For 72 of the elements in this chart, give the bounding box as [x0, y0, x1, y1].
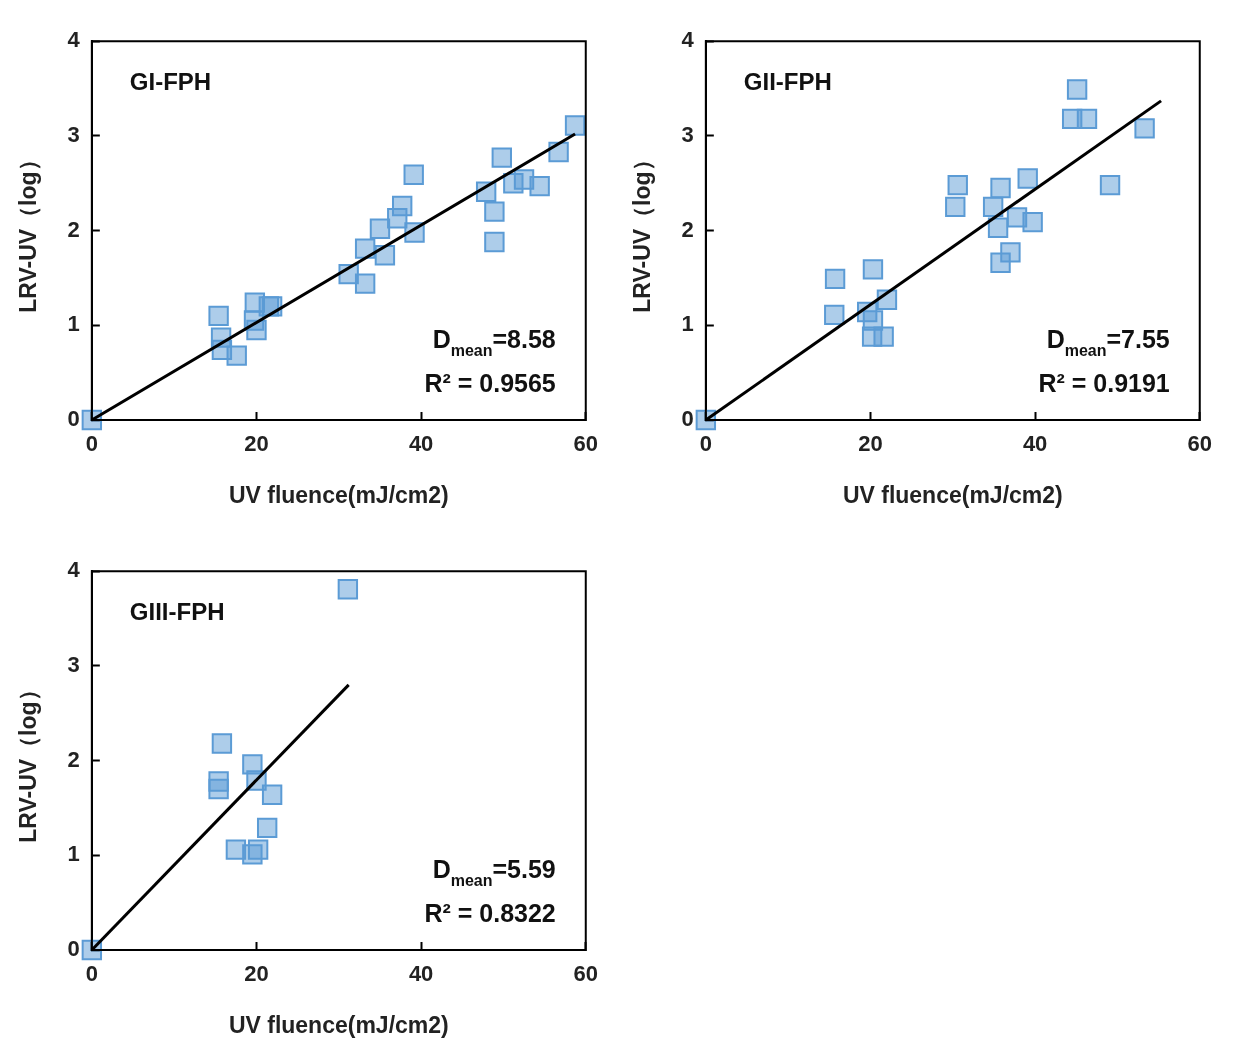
point [990, 177, 1011, 199]
text: GI-FPH [129, 67, 212, 95]
point [824, 268, 846, 290]
point [1022, 211, 1043, 233]
x-tick-label: 60 [573, 431, 599, 457]
y-tick-label: 3 [67, 651, 80, 677]
y-tick-label: 2 [67, 746, 80, 772]
x-tick-label: 20 [244, 431, 269, 457]
y-axis-title: LRV-UV（log） [15, 148, 42, 313]
point [369, 218, 391, 239]
point [1076, 108, 1098, 130]
point [354, 238, 376, 259]
point [256, 817, 278, 839]
y-tick-label: 1 [67, 311, 80, 337]
x-axis-title: UV fluence(mJ/cm2) [842, 481, 1063, 508]
point [1099, 174, 1121, 196]
x-tick-label: 0 [85, 961, 98, 987]
x-axis-title: UV fluence(mJ/cm2) [228, 481, 449, 508]
point [392, 195, 413, 217]
point [873, 326, 894, 347]
x-tick-label: 40 [1022, 431, 1048, 457]
point [484, 231, 505, 253]
point [1017, 168, 1038, 189]
text: GII-FPH [743, 67, 832, 95]
x-tick-label: 20 [244, 961, 269, 987]
y-axis-title: LRV-UV（log） [629, 148, 656, 313]
annotation: R² = 0.8322 [424, 899, 556, 927]
y-tick-label: 4 [681, 27, 695, 53]
y-tick-label: 4 [67, 27, 81, 53]
x-tick-label: 40 [408, 431, 434, 457]
point [211, 733, 233, 754]
point [824, 304, 845, 326]
x-tick-label: 60 [573, 961, 599, 987]
point [529, 175, 550, 197]
point [990, 252, 1011, 273]
point [564, 115, 586, 136]
point [484, 201, 505, 222]
y-tick-label: 2 [681, 216, 694, 242]
y-tick-label: 0 [681, 406, 694, 432]
point [261, 784, 283, 805]
x-axis-title: UV fluence(mJ/cm2) [228, 1011, 449, 1038]
x-tick-label: 60 [1187, 431, 1213, 457]
y-tick-label: 2 [67, 216, 80, 242]
point [491, 147, 512, 168]
y-tick-label: 1 [67, 841, 80, 867]
annotation: R² = 0.9565 [424, 369, 556, 397]
y-tick-label: 0 [67, 936, 80, 962]
y-tick-label: 1 [681, 311, 694, 337]
point [403, 164, 424, 185]
point [862, 259, 884, 280]
point [982, 196, 1004, 218]
x-tick-label: 40 [408, 961, 434, 987]
y-tick-label: 3 [67, 121, 80, 147]
y-tick-label: 4 [67, 557, 81, 583]
x-tick-label: 20 [858, 431, 883, 457]
point [247, 839, 269, 860]
point [1134, 118, 1155, 139]
point [226, 345, 247, 366]
y-axis-title: LRV-UV（log） [15, 678, 42, 843]
point [354, 273, 376, 294]
point [208, 305, 229, 327]
x-tick-label: 0 [699, 431, 712, 457]
point [1066, 79, 1088, 100]
point [947, 174, 968, 196]
point [945, 196, 966, 218]
y-tick-label: 3 [681, 121, 694, 147]
x-tick-label: 0 [85, 431, 98, 457]
text: GIII-FPH [129, 597, 225, 625]
annotation: R² = 0.9191 [1038, 369, 1170, 397]
y-tick-label: 0 [67, 406, 80, 432]
point [337, 579, 359, 600]
point [208, 778, 229, 800]
